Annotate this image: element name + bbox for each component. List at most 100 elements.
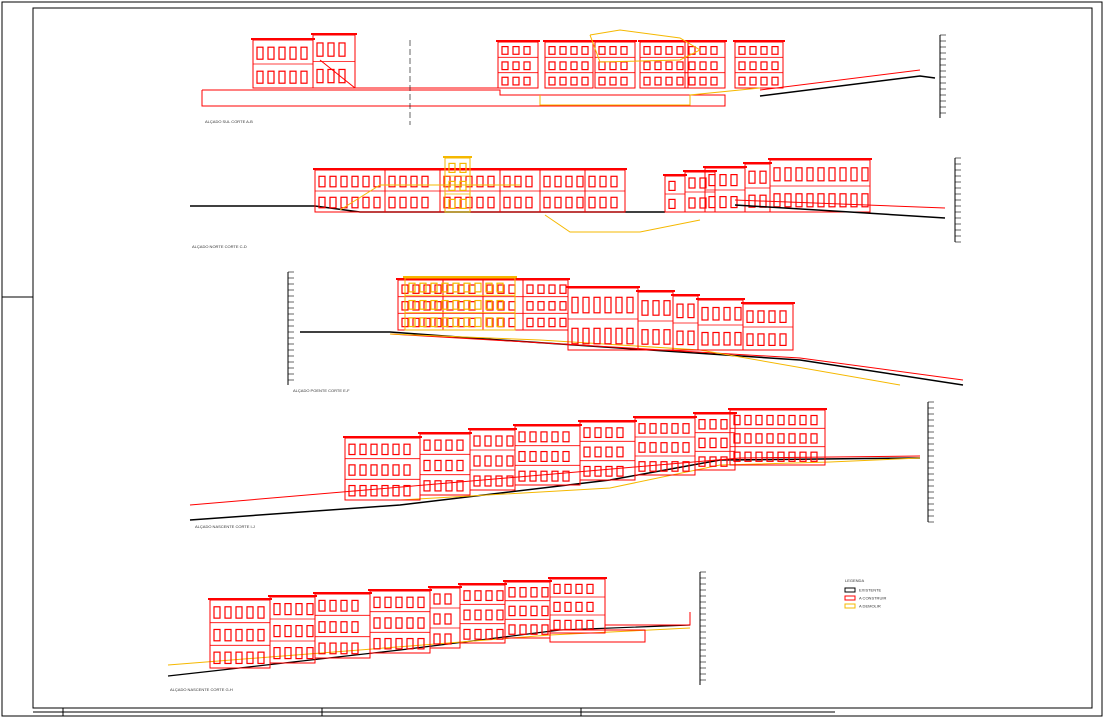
window [351, 599, 359, 612]
line [300, 331, 964, 386]
window [444, 633, 452, 645]
building [684, 41, 726, 89]
window [484, 455, 492, 467]
window [788, 414, 796, 426]
window [474, 317, 482, 328]
window [744, 451, 752, 462]
window [575, 583, 583, 595]
window [559, 284, 567, 294]
roof [503, 580, 552, 582]
window [373, 596, 381, 609]
window [485, 590, 493, 602]
window [755, 451, 763, 462]
window [839, 193, 847, 208]
window [709, 456, 717, 467]
window [746, 333, 754, 346]
window [395, 637, 403, 650]
window [594, 465, 602, 477]
roof [403, 276, 517, 278]
window [676, 45, 684, 55]
window [306, 624, 314, 638]
window [384, 596, 392, 609]
window [474, 628, 482, 640]
roof [683, 170, 717, 172]
window [423, 459, 431, 472]
window [419, 282, 427, 293]
window [559, 301, 567, 311]
legend-title: LEGENDA [845, 578, 864, 583]
window [553, 583, 561, 595]
window [370, 443, 378, 456]
window [609, 61, 617, 71]
window [508, 586, 516, 598]
window [417, 637, 425, 650]
line [189, 457, 921, 521]
window [663, 329, 671, 345]
window [519, 605, 527, 617]
window [423, 301, 431, 311]
window [738, 76, 746, 86]
window [434, 459, 442, 472]
window [273, 602, 281, 616]
window [289, 46, 297, 60]
legend-label: EXISTENTE [859, 588, 882, 593]
window [423, 439, 431, 451]
window [235, 628, 243, 642]
roof [251, 38, 315, 40]
window [615, 327, 623, 345]
window [749, 76, 757, 86]
window [665, 45, 673, 55]
elevation-label: ALÇADO SUL CORTE A-B [205, 119, 253, 124]
window [433, 613, 441, 625]
window [720, 437, 728, 449]
window [329, 175, 337, 188]
window [828, 193, 836, 208]
legend-swatch [844, 595, 856, 601]
window [486, 284, 494, 294]
window [540, 470, 548, 482]
window [318, 196, 326, 209]
window [484, 475, 492, 487]
window [441, 282, 449, 293]
window [610, 196, 618, 209]
window [660, 461, 668, 472]
window [403, 484, 411, 497]
window [395, 596, 403, 609]
window [777, 414, 785, 426]
window [654, 76, 662, 86]
window [224, 628, 232, 642]
line [734, 199, 946, 209]
window [720, 456, 728, 467]
window [810, 414, 818, 426]
window [284, 624, 292, 638]
window [562, 450, 570, 463]
window [246, 628, 254, 642]
window [605, 446, 613, 458]
window [273, 646, 281, 660]
window [530, 605, 538, 617]
window [698, 456, 706, 467]
window [430, 317, 438, 328]
building [314, 593, 371, 659]
window [295, 624, 303, 638]
window [463, 299, 471, 310]
window [512, 61, 520, 71]
window [604, 327, 612, 345]
window [327, 42, 335, 57]
window [485, 609, 493, 621]
window [799, 451, 807, 462]
window [412, 317, 420, 328]
window [373, 637, 381, 650]
window [441, 317, 449, 328]
window [593, 327, 601, 345]
window [733, 451, 741, 462]
window [766, 414, 774, 426]
window [565, 196, 573, 209]
window [338, 68, 346, 84]
building [497, 41, 539, 89]
window [284, 646, 292, 660]
window [456, 459, 464, 472]
window [506, 475, 514, 487]
window [388, 196, 396, 209]
window [570, 45, 578, 55]
